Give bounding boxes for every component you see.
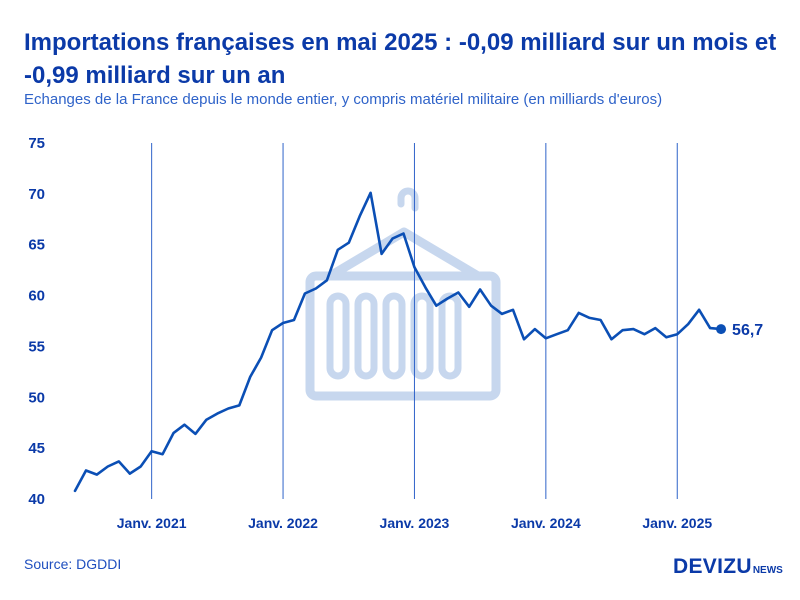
x-tick-label: Janv. 2022	[248, 515, 318, 531]
y-tick-label: 65	[28, 237, 45, 254]
last-point-marker	[716, 324, 727, 335]
logo-wordmark: DEVIZU	[673, 555, 752, 578]
logo-subtext: NEWS	[752, 565, 783, 576]
y-axis-tick-labels: 75 70 65 60 55 50 45 40	[28, 135, 45, 508]
y-tick-label: 50	[28, 389, 45, 406]
series-layer: 56,7	[73, 191, 763, 493]
chart-title: Importations françaises en mai 2025 : -0…	[24, 29, 777, 89]
devizu-logo[interactable]: DEVIZUNEWS	[673, 555, 783, 579]
y-tick-label: 45	[28, 440, 45, 457]
x-axis-tick-labels: Janv. 2021 Janv. 2022 Janv. 2023 Janv. 2024…	[117, 515, 713, 531]
x-tick-label: Janv. 2021	[117, 515, 187, 531]
cargo-container-icon	[305, 187, 501, 401]
source-note: Source: DGDDI	[24, 556, 122, 572]
x-tick-label: Janv. 2025	[642, 515, 712, 531]
y-tick-label: 60	[28, 288, 45, 305]
last-value-label: 56,7	[732, 322, 763, 339]
y-tick-label: 70	[28, 186, 45, 203]
x-tick-label: Janv. 2023	[380, 515, 450, 531]
series-line	[73, 191, 723, 493]
y-tick-label: 75	[28, 135, 45, 152]
chart-subtitle: Echanges de la France depuis le monde en…	[24, 91, 663, 108]
y-tick-label: 40	[28, 491, 45, 508]
y-tick-label: 55	[28, 338, 45, 355]
vertical-gridlines	[151, 143, 678, 499]
x-tick-label: Janv. 2024	[511, 515, 581, 531]
